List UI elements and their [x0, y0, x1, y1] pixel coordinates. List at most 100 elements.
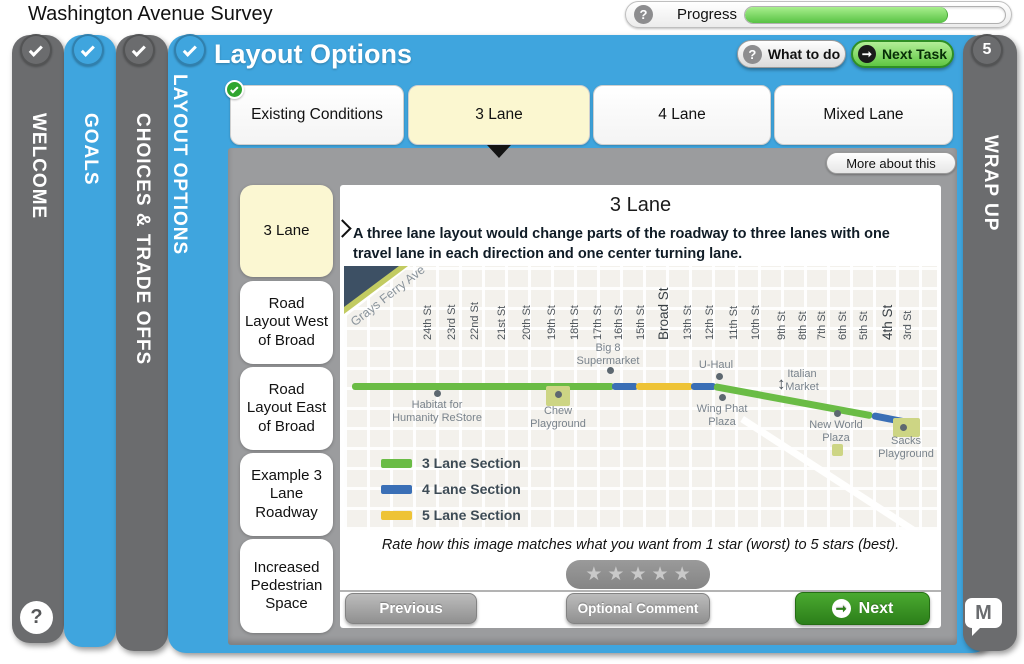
- subtab-increased-pedestrian[interactable]: Increased Pedestrian Space: [240, 539, 333, 633]
- sidebar-item-label: CHOICES & TRADE OFFS: [132, 113, 153, 366]
- subtab-label: Example 3 Lane Roadway: [251, 467, 322, 521]
- optional-comment-button[interactable]: Optional Comment: [566, 593, 710, 624]
- selected-tab-pointer: [487, 145, 511, 158]
- poi-dot: [555, 391, 562, 398]
- legend-row: 4 Lane Section: [381, 476, 521, 502]
- help-button[interactable]: ?: [20, 601, 53, 634]
- welcome-check-icon: [20, 34, 52, 66]
- what-to-do-button[interactable]: ? What to do: [737, 40, 846, 68]
- street-label: 19th St: [546, 305, 558, 340]
- street-label: Broad St: [656, 287, 671, 340]
- completed-check-icon: [225, 80, 244, 99]
- poi-label: Sacks Playground: [878, 435, 934, 460]
- street-label: 12th St: [704, 305, 716, 340]
- subtab-3-lane[interactable]: 3 Lane: [240, 185, 333, 277]
- sidebar-item-choices-trade-offs[interactable]: CHOICES & TRADE OFFS: [116, 35, 168, 651]
- street-label: 16th St: [613, 305, 625, 340]
- poi-dot: [434, 390, 441, 397]
- option-title: 3 Lane: [609, 194, 672, 216]
- star-icon[interactable]: ★: [585, 564, 603, 585]
- legend-swatch: [381, 484, 412, 494]
- progress-bar: [744, 6, 1006, 24]
- street-label: 7th St: [816, 311, 828, 340]
- divider: [340, 590, 941, 592]
- wrap-up-step-number: 5: [982, 41, 992, 58]
- star-rating[interactable]: ★ ★ ★ ★ ★: [566, 560, 710, 589]
- sidebar-item-label: GOALS: [80, 113, 101, 186]
- tab-label: Existing Conditions: [251, 106, 383, 123]
- next-task-button[interactable]: ➞ Next Task: [851, 40, 954, 68]
- legend-row: 3 Lane Section: [381, 450, 521, 476]
- arrow-right-icon: ➞: [831, 599, 851, 618]
- sidebar-item-welcome[interactable]: WELCOME: [12, 35, 64, 643]
- poi-label: New World Plaza: [809, 419, 863, 444]
- sidebar-item-goals[interactable]: GOALS: [64, 35, 116, 647]
- park-area: [832, 444, 843, 456]
- previous-label: Previous: [379, 600, 443, 617]
- subtab-label: 3 Lane: [263, 221, 310, 239]
- road-segment: [352, 383, 614, 390]
- poi-dot: [719, 394, 726, 401]
- tab-label: 4 Lane: [658, 106, 706, 123]
- poi-dot: [900, 424, 907, 431]
- subtab-label: Increased Pedestrian Space: [250, 558, 323, 613]
- street-label: 8th St: [797, 311, 809, 340]
- poi-label: Habitat for Humanity ReStore: [392, 399, 482, 424]
- street-label: 17th St: [592, 305, 604, 340]
- tab-4-lane[interactable]: 4 Lane: [593, 85, 771, 145]
- wrap-up-step-badge: 5: [971, 34, 1003, 66]
- star-icon[interactable]: ★: [607, 564, 625, 585]
- street-label: 21st St: [496, 305, 508, 340]
- progress-widget: ? Progress: [625, 1, 1012, 28]
- tab-label: Mixed Lane: [823, 106, 904, 123]
- street-label: 24th St: [422, 305, 434, 340]
- progress-fill: [745, 7, 948, 23]
- choices-check-icon: [123, 34, 155, 66]
- legend-label: 5 Lane Section: [422, 507, 521, 523]
- street-label: 20th St: [521, 305, 533, 340]
- goals-check-icon: [72, 34, 104, 66]
- street-label: 6th St: [837, 311, 849, 340]
- page-title: Layout Options: [214, 39, 412, 69]
- subtab-road-layout-west[interactable]: Road Layout West of Broad: [240, 281, 333, 364]
- sidebar-item-wrap-up[interactable]: WRAP UP: [963, 35, 1017, 651]
- subtab-example-3-lane[interactable]: Example 3 Lane Roadway: [240, 453, 333, 536]
- sidebar-item-layout-options[interactable]: LAYOUT OPTIONS: [169, 74, 190, 256]
- option-detail-card: 3 Lane A three lane layout would change …: [340, 185, 941, 628]
- poi-dot: [834, 410, 841, 417]
- star-icon[interactable]: ★: [673, 564, 691, 585]
- more-about-this-button[interactable]: More about this: [826, 152, 956, 174]
- subtab-label: Road Layout West of Broad: [244, 295, 329, 349]
- street-label: 11th St: [728, 305, 740, 340]
- legend-swatch: [381, 510, 412, 520]
- tab-3-lane[interactable]: 3 Lane: [408, 85, 590, 145]
- subtab-road-layout-east[interactable]: Road Layout East of Broad: [240, 367, 333, 450]
- street-label: 15th St: [635, 305, 647, 340]
- arrow-right-icon: ➞: [857, 45, 876, 63]
- previous-button[interactable]: Previous: [345, 593, 477, 624]
- star-icon[interactable]: ★: [651, 564, 669, 585]
- what-to-do-label: What to do: [767, 46, 841, 62]
- poi-label: Big 8 Supermarket: [576, 342, 640, 367]
- progress-help-icon[interactable]: ?: [634, 5, 653, 24]
- comment-label: Optional Comment: [577, 601, 699, 616]
- sidebar-item-label: WELCOME: [28, 113, 49, 220]
- map: Grays Ferry Ave 24th St 23rd St 22nd St 21s…: [344, 266, 937, 530]
- street-label: 23rd St: [446, 304, 458, 340]
- poi-label: Chew Playground: [530, 405, 586, 430]
- tab-existing-conditions[interactable]: Existing Conditions: [225, 80, 404, 145]
- street-label: 3rd St: [902, 310, 914, 340]
- street-label: 18th St: [569, 305, 581, 340]
- next-button[interactable]: ➞ Next: [795, 592, 930, 625]
- layout-options-check-icon: [174, 34, 206, 66]
- distance-arrow-icon: ↕: [777, 374, 786, 393]
- more-about-label: More about this: [846, 155, 936, 171]
- poi-label: Italian Market: [785, 368, 819, 393]
- legend-label: 3 Lane Section: [422, 455, 521, 471]
- tab-mixed-lane[interactable]: Mixed Lane: [774, 85, 953, 145]
- tab-label: 3 Lane: [475, 106, 523, 123]
- legend-swatch: [381, 458, 412, 468]
- star-icon[interactable]: ★: [629, 564, 647, 585]
- metroquest-logo: M: [965, 598, 1002, 628]
